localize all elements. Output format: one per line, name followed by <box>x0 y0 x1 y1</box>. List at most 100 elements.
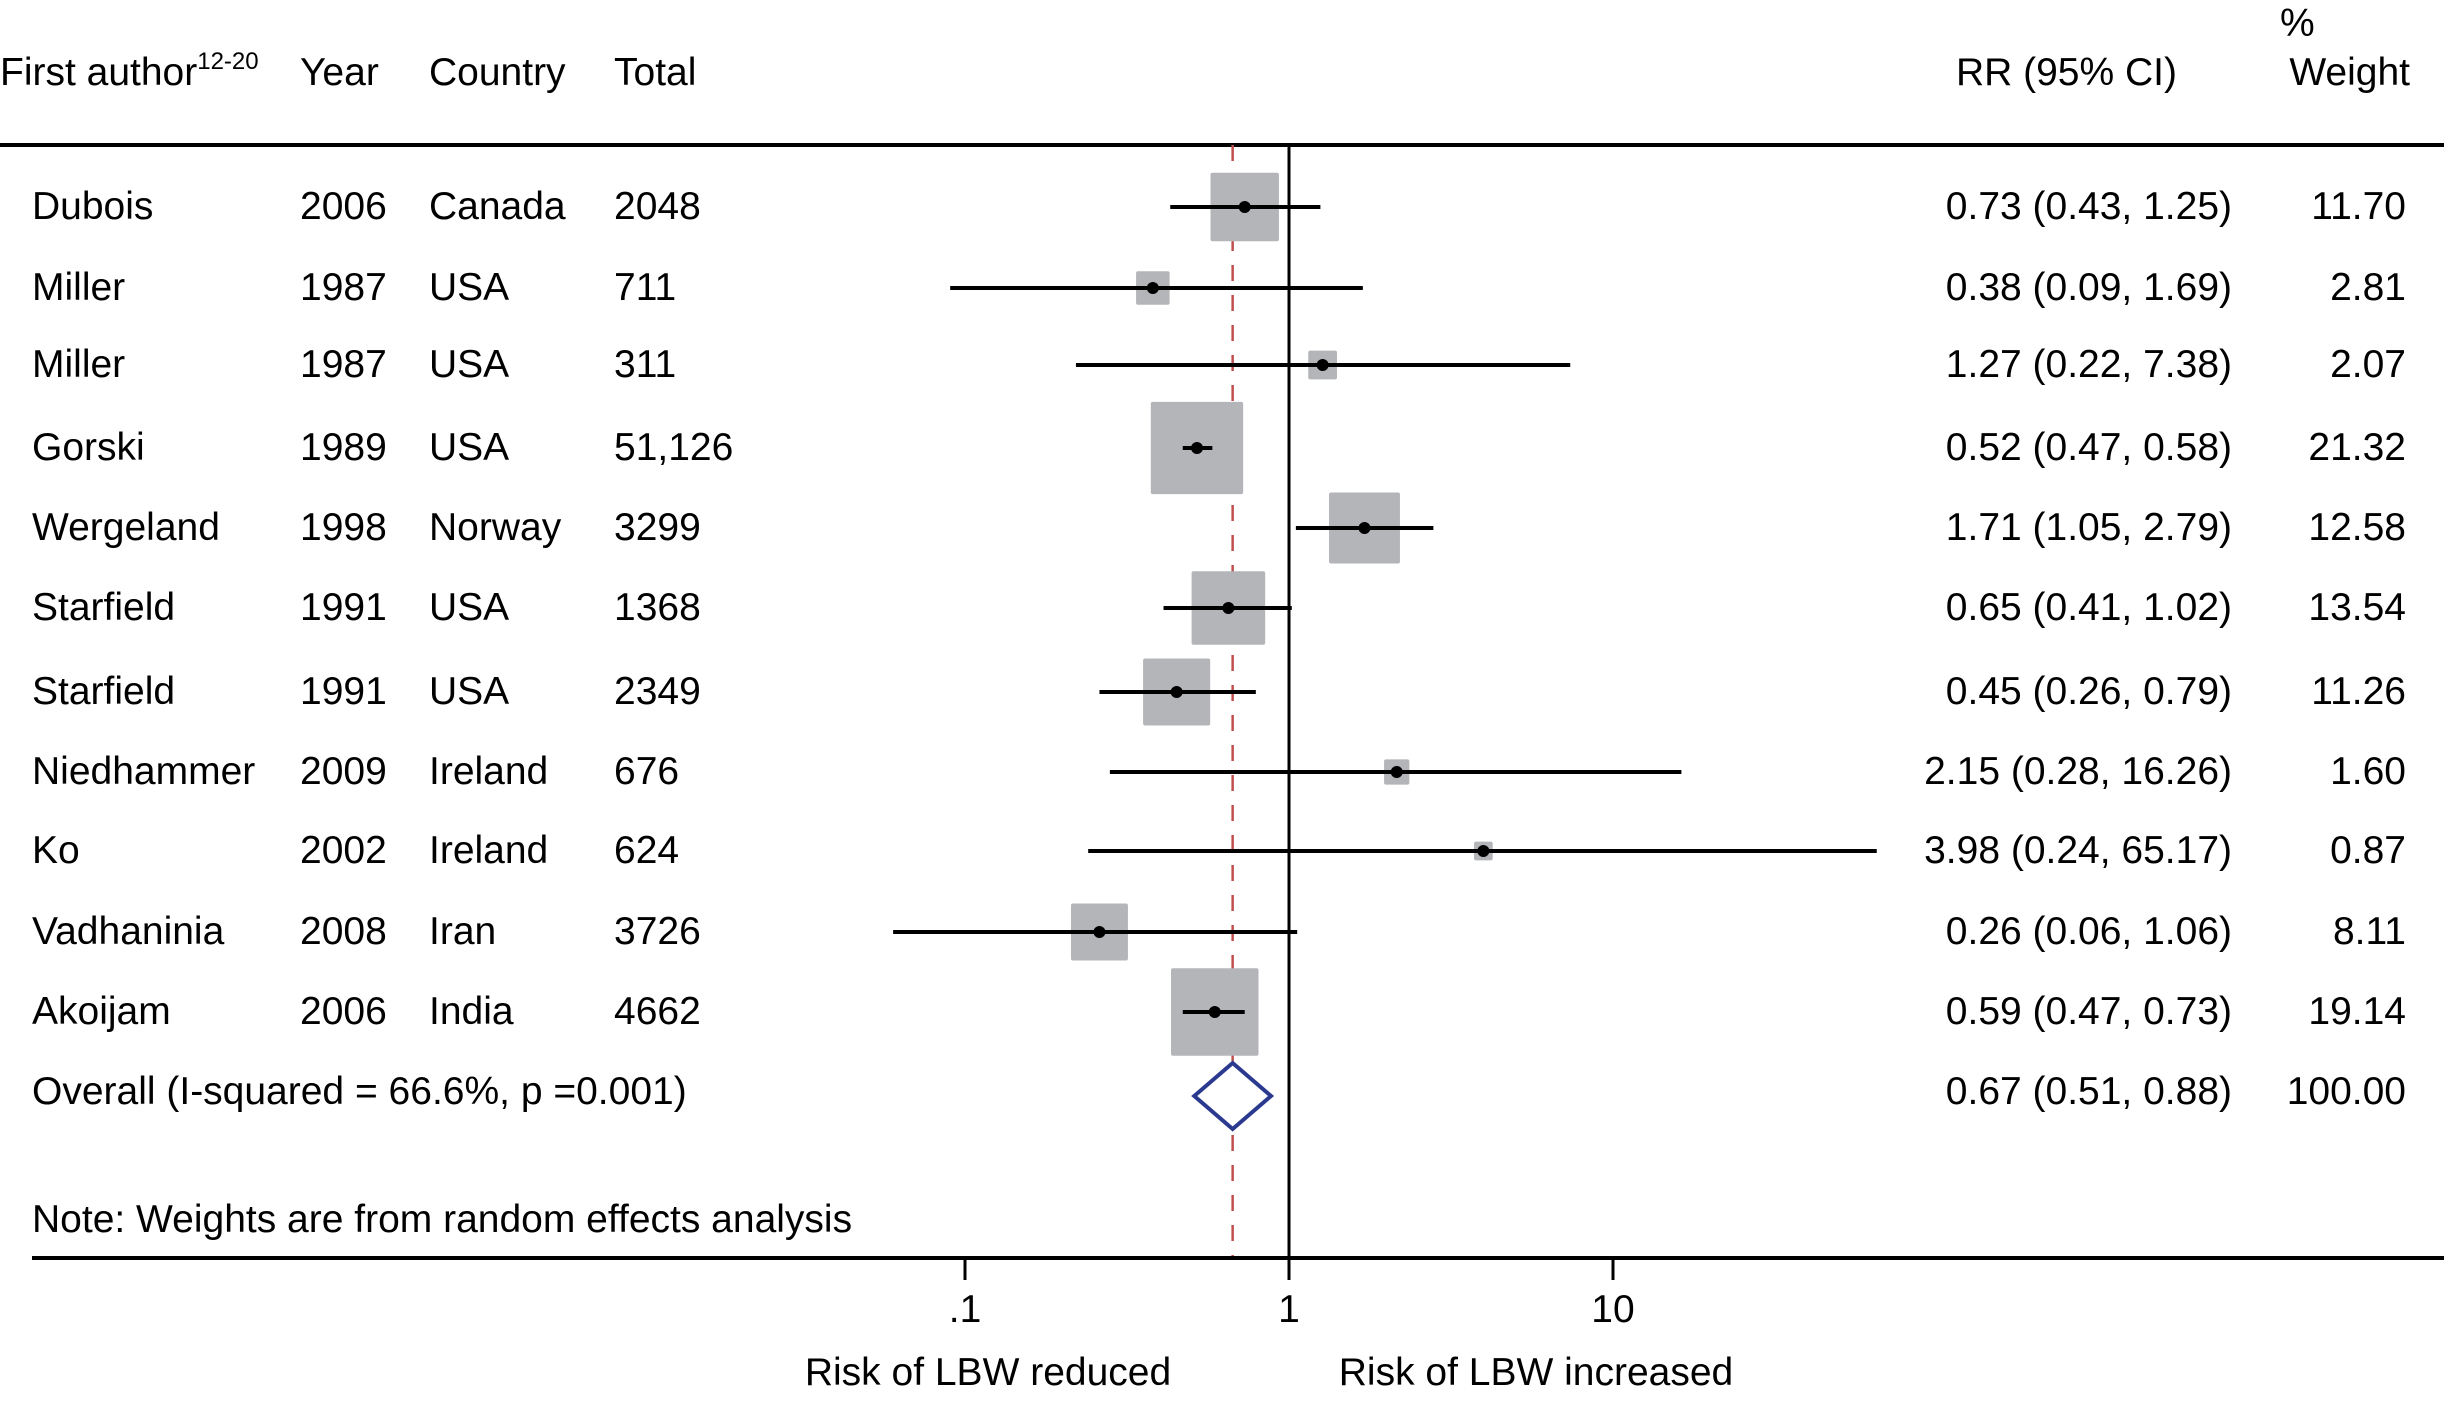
study-author: Starfield <box>32 670 175 713</box>
study-year: 2002 <box>300 829 387 872</box>
overall-label: Overall (I-squared = 66.6%, p =0.001) <box>32 1070 687 1113</box>
study-country: Norway <box>429 506 562 549</box>
study-row: Vadhaninia 2008 Iran 3726 0.26 (0.06, 1.06) 8… <box>32 910 2406 953</box>
study-total: 676 <box>614 750 679 793</box>
study-country: USA <box>429 670 509 713</box>
study-rr-text: 0.52 (0.47, 0.58) <box>1946 426 2232 469</box>
study-rr-text: 0.65 (0.41, 1.02) <box>1946 586 2232 629</box>
study-rr-text: 0.45 (0.26, 0.79) <box>1946 670 2232 713</box>
header-total: Total <box>614 51 696 94</box>
study-total: 3299 <box>614 506 701 549</box>
study-row: Gorski 1989 USA 51,126 0.52 (0.47, 0.58) 21.3… <box>32 426 2406 469</box>
study-year: 1987 <box>300 343 387 386</box>
study-total: 3726 <box>614 910 701 953</box>
point-estimate <box>1146 282 1159 294</box>
x-ticks: .1 1 10 <box>949 1258 1635 1331</box>
study-rows: Dubois 2006 Canada 2048 0.73 (0.43, 1.25) 11.… <box>32 185 2406 1033</box>
study-row: Ko 2002 Ireland 624 3.98 (0.24, 65.17) 0.87 <box>32 829 2406 872</box>
study-total: 4662 <box>614 990 701 1033</box>
study-total: 2048 <box>614 185 701 228</box>
note: Note: Weights are from random effects an… <box>32 1198 852 1241</box>
study-weight: 11.26 <box>2311 670 2406 713</box>
point-estimate <box>1190 442 1203 454</box>
study-rr-text: 1.71 (1.05, 2.79) <box>1946 506 2232 549</box>
study-weight: 0.87 <box>2330 829 2406 872</box>
study-weight: 2.07 <box>2330 343 2406 386</box>
point-estimate <box>1316 359 1329 371</box>
study-year: 1989 <box>300 426 387 469</box>
study-row: Miller 1987 USA 311 1.27 (0.22, 7.38) 2.07 <box>32 343 2406 386</box>
point-estimate <box>1477 845 1490 857</box>
study-row: Akoijam 2006 India 4662 0.59 (0.47, 0.73) 19.… <box>32 990 2406 1033</box>
x-tick-label: 1 <box>1278 1288 1300 1331</box>
header-country: Country <box>429 51 566 94</box>
overall-diamond <box>1191 1060 1275 1132</box>
header-weight-pct: % <box>2280 2 2315 45</box>
study-weight: 11.70 <box>2311 185 2406 228</box>
study-country: India <box>429 990 514 1033</box>
header-author: First author12-20 <box>0 48 259 94</box>
study-author: Miller <box>32 343 125 386</box>
study-weight: 12.58 <box>2308 506 2406 549</box>
study-country: USA <box>429 343 509 386</box>
study-weight: 19.14 <box>2308 990 2406 1033</box>
study-row: Starfield 1991 USA 2349 0.45 (0.26, 0.79) 11.… <box>32 670 2406 713</box>
study-total: 2349 <box>614 670 701 713</box>
study-year: 2008 <box>300 910 387 953</box>
study-weight: 8.11 <box>2333 910 2406 953</box>
study-row: Starfield 1991 USA 1368 0.65 (0.41, 1.02) 13.… <box>32 586 2406 629</box>
x-tick-label: 10 <box>1591 1288 1634 1331</box>
study-country: Iran <box>429 910 496 953</box>
study-country: Canada <box>429 185 566 228</box>
study-weight: 1.60 <box>2330 750 2406 793</box>
study-row: Miller 1987 USA 711 0.38 (0.09, 1.69) 2.81 <box>32 266 2406 309</box>
study-country: USA <box>429 266 509 309</box>
study-row: Dubois 2006 Canada 2048 0.73 (0.43, 1.25) 11.… <box>32 185 2406 228</box>
study-year: 1991 <box>300 670 387 713</box>
study-rr-text: 3.98 (0.24, 65.17) <box>1924 829 2232 872</box>
study-author: Akoijam <box>32 990 171 1033</box>
study-author: Ko <box>32 829 80 872</box>
study-country: Ireland <box>429 829 548 872</box>
header-year: Year <box>300 51 379 94</box>
point-estimate <box>1208 1006 1221 1018</box>
study-total: 51,126 <box>614 426 733 469</box>
study-country: Ireland <box>429 750 548 793</box>
study-total: 311 <box>614 343 676 386</box>
study-year: 2006 <box>300 990 387 1033</box>
study-total: 711 <box>614 266 676 309</box>
study-author: Dubois <box>32 185 153 228</box>
study-author: Gorski <box>32 426 145 469</box>
point-estimate <box>1170 686 1183 698</box>
study-rr-text: 0.59 (0.47, 0.73) <box>1946 990 2232 1033</box>
study-weight: 13.54 <box>2308 586 2406 629</box>
study-rr-text: 0.26 (0.06, 1.06) <box>1946 910 2232 953</box>
study-author: Starfield <box>32 586 175 629</box>
study-row: Niedhammer 2009 Ireland 676 2.15 (0.28, 16.2… <box>32 750 2406 793</box>
study-rr-text: 1.27 (0.22, 7.38) <box>1946 343 2232 386</box>
study-rr-text: 2.15 (0.28, 16.26) <box>1924 750 2232 793</box>
study-year: 1998 <box>300 506 387 549</box>
study-rr-text: 0.38 (0.09, 1.69) <box>1946 266 2232 309</box>
overall-weight: 100.00 <box>2287 1070 2406 1113</box>
study-row: Wergeland 1998 Norway 3299 1.71 (1.05, 2.79)… <box>32 506 2406 549</box>
study-total: 1368 <box>614 586 701 629</box>
study-year: 1991 <box>300 586 387 629</box>
xlabel-right: Risk of LBW increased <box>1339 1351 1733 1394</box>
header: First author12-20 Year Country Total RR … <box>0 2 2410 94</box>
study-author: Vadhaninia <box>32 910 225 953</box>
study-weight: 21.32 <box>2308 426 2406 469</box>
xlabel-left: Risk of LBW reduced <box>805 1351 1171 1394</box>
point-estimate <box>1238 201 1251 213</box>
point-estimate <box>1093 926 1106 938</box>
study-year: 2006 <box>300 185 387 228</box>
study-author: Niedhammer <box>32 750 255 793</box>
study-rr-text: 0.73 (0.43, 1.25) <box>1946 185 2232 228</box>
header-author-superscript: 12-20 <box>197 48 258 75</box>
study-year: 1987 <box>300 266 387 309</box>
point-estimate <box>1390 766 1403 778</box>
study-country: USA <box>429 586 509 629</box>
x-tick-label: .1 <box>949 1288 982 1331</box>
overall-rr-text: 0.67 (0.51, 0.88) <box>1946 1070 2232 1113</box>
